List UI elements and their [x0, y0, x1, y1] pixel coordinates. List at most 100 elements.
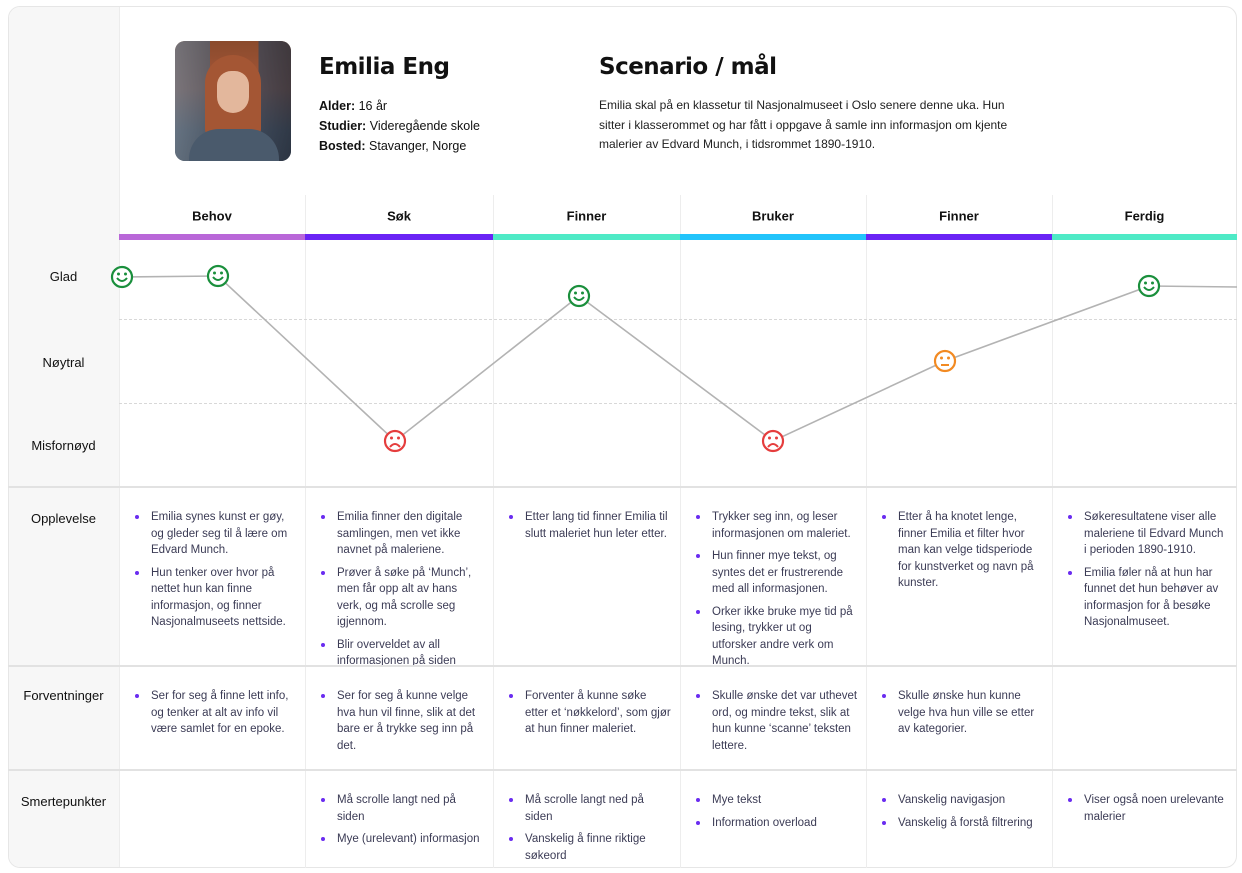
scenario-text: Emilia skal på en klassetur til Nasjonal…	[599, 98, 1008, 151]
journey-cell: Vanskelig navigasjon Vanskelig å forstå f…	[880, 792, 1044, 837]
bullet-list: Skulle ønske det var uthevet ord, og min…	[694, 688, 858, 754]
stage-label: Bruker	[752, 208, 794, 224]
happy-face-icon	[110, 265, 134, 289]
bullet-list: Etter å ha knotet lenge, finner Emilia e…	[880, 509, 1044, 592]
scenario-title: Scenario / mål	[599, 54, 777, 80]
column-divider	[680, 195, 681, 868]
persona-facts: Alder: 16 år Studier: Videregående skole…	[319, 96, 480, 156]
row-label-column	[9, 7, 120, 867]
bullet-item: Mye (urelevant) informasjon	[319, 831, 485, 848]
bullet-list: Forventer å kunne søke etter et ‘nøkkelo…	[507, 688, 672, 738]
bullet-item: Prøver å søke på ‘Munch’, men får opp al…	[319, 565, 485, 631]
bullet-list: Ser for seg å kunne velge hva hun vil fi…	[319, 688, 485, 754]
bullet-list: Emilia synes kunst er gøy, og gleder seg…	[133, 509, 297, 631]
column-divider	[866, 195, 867, 868]
bullet-list: Trykker seg inn, og leser informasjonen …	[694, 509, 858, 670]
persona-name: Emilia Eng	[319, 54, 450, 80]
bullet-item: Trykker seg inn, og leser informasjonen …	[694, 509, 858, 542]
journey-cell: Etter lang tid finner Emilia til slutt m…	[507, 509, 672, 548]
stage-color-bar	[866, 234, 1052, 240]
fact-age: Alder: 16 år	[319, 99, 388, 113]
bullet-list: Må scrolle langt ned på siden Mye (urelev…	[319, 792, 485, 848]
bullet-list: Skulle ønske hun kunne velge hva hun vil…	[880, 688, 1044, 738]
bullet-item: Søkeresultatene viser alle maleriene til…	[1066, 509, 1229, 559]
bullet-item: Forventer å kunne søke etter et ‘nøkkelo…	[507, 688, 672, 738]
row-separator	[8, 486, 1237, 488]
journey-cell: Emilia synes kunst er gøy, og gleder seg…	[133, 509, 297, 637]
journey-cell: Mye tekst Information overload	[694, 792, 858, 837]
bullet-item: Hun tenker over hvor på nettet hun kan f…	[133, 565, 297, 631]
bullet-item: Vanskelig å forstå filtrering	[880, 815, 1044, 832]
neutral-face-icon	[933, 349, 957, 373]
bullet-item: Skulle ønske hun kunne velge hva hun vil…	[880, 688, 1044, 738]
bullet-item: Etter å ha knotet lenge, finner Emilia e…	[880, 509, 1044, 592]
stage-label: Søk	[387, 208, 411, 224]
bullet-list: Emilia finner den digitale samlingen, me…	[319, 509, 485, 670]
emotion-level-label: Glad	[49, 269, 78, 284]
sad-face-icon	[383, 429, 407, 453]
journey-cell: Må scrolle langt ned på siden Mye (urelev…	[319, 792, 485, 854]
journey-cell: Forventer å kunne søke etter et ‘nøkkelo…	[507, 688, 672, 744]
bullet-item: Vanskelig navigasjon	[880, 792, 1044, 809]
journey-cell: Etter å ha knotet lenge, finner Emilia e…	[880, 509, 1044, 598]
bullet-item: Skulle ønske det var uthevet ord, og min…	[694, 688, 858, 754]
fact-residence: Bosted: Stavanger, Norge	[319, 139, 467, 153]
bullet-item: Vanskelig å finne riktige søkeord	[507, 831, 672, 864]
fact-studies: Studier: Videregående skole	[319, 119, 480, 133]
row-separator	[8, 769, 1237, 771]
journey-cell: Ser for seg å finne lett info, og tenker…	[133, 688, 297, 744]
journey-cell: Søkeresultatene viser alle maleriene til…	[1066, 509, 1229, 637]
bullet-item: Hun finner mye tekst, og syntes det er f…	[694, 548, 858, 598]
gridline	[119, 403, 1237, 404]
journey-cell: Ser for seg å kunne velge hva hun vil fi…	[319, 688, 485, 760]
stage-label: Finner	[939, 208, 979, 224]
stage-label: Finner	[566, 208, 607, 224]
bullet-list: Vanskelig navigasjon Vanskelig å forstå f…	[880, 792, 1044, 831]
row-label: Smertepunkter	[20, 794, 107, 809]
journey-cell: Emilia finner den digitale samlingen, me…	[319, 509, 485, 676]
column-divider	[1052, 195, 1053, 868]
stage-color-bar	[680, 234, 866, 240]
journey-cell: Må scrolle langt ned på siden Vanskelig å…	[507, 792, 672, 870]
emotion-level-label: Misfornøyd	[31, 438, 96, 453]
bullet-item: Information overload	[694, 815, 858, 832]
stage-label: Behov	[192, 208, 232, 224]
bullet-item: Emilia føler nå at hun har funnet det hu…	[1066, 565, 1229, 631]
bullet-list: Etter lang tid finner Emilia til slutt m…	[507, 509, 672, 542]
journey-cell: Skulle ønske det var uthevet ord, og min…	[694, 688, 858, 760]
bullet-item: Ser for seg å finne lett info, og tenker…	[133, 688, 297, 738]
emotion-line	[121, 275, 1238, 443]
emotion-level-label: Nøytral	[42, 355, 85, 370]
persona-photo	[175, 41, 291, 161]
bullet-list: Viser også noen urelevante malerier	[1066, 792, 1229, 825]
row-separator	[8, 665, 1237, 667]
stage-color-bar	[1052, 234, 1237, 240]
bullet-item: Ser for seg å kunne velge hva hun vil fi…	[319, 688, 485, 754]
happy-face-icon	[1137, 274, 1161, 298]
stage-label: Ferdig	[1124, 208, 1165, 224]
bullet-item: Emilia synes kunst er gøy, og gleder seg…	[133, 509, 297, 559]
stage-color-bar	[119, 234, 305, 240]
bullet-list: Ser for seg å finne lett info, og tenker…	[133, 688, 297, 738]
bullet-item: Må scrolle langt ned på siden	[319, 792, 485, 825]
happy-face-icon	[206, 264, 230, 288]
row-label: Forventninger	[23, 688, 104, 703]
stage-color-bar	[305, 234, 493, 240]
journey-cell: Trykker seg inn, og leser informasjonen …	[694, 509, 858, 676]
column-divider	[305, 195, 306, 868]
bullet-list: Søkeresultatene viser alle maleriene til…	[1066, 509, 1229, 631]
gridline	[119, 319, 1237, 320]
column-divider	[493, 195, 494, 868]
journey-cell: Viser også noen urelevante malerier	[1066, 792, 1229, 831]
bullet-item: Viser også noen urelevante malerier	[1066, 792, 1229, 825]
happy-face-icon	[567, 284, 591, 308]
sad-face-icon	[761, 429, 785, 453]
bullet-item: Etter lang tid finner Emilia til slutt m…	[507, 509, 672, 542]
journey-cell: Skulle ønske hun kunne velge hva hun vil…	[880, 688, 1044, 744]
bullet-item: Blir overveldet av all informasjonen på …	[319, 637, 485, 670]
bullet-item: Orker ikke bruke mye tid på lesing, tryk…	[694, 604, 858, 670]
bullet-item: Mye tekst	[694, 792, 858, 809]
bullet-item: Emilia finner den digitale samlingen, me…	[319, 509, 485, 559]
bullet-list: Må scrolle langt ned på siden Vanskelig å…	[507, 792, 672, 864]
